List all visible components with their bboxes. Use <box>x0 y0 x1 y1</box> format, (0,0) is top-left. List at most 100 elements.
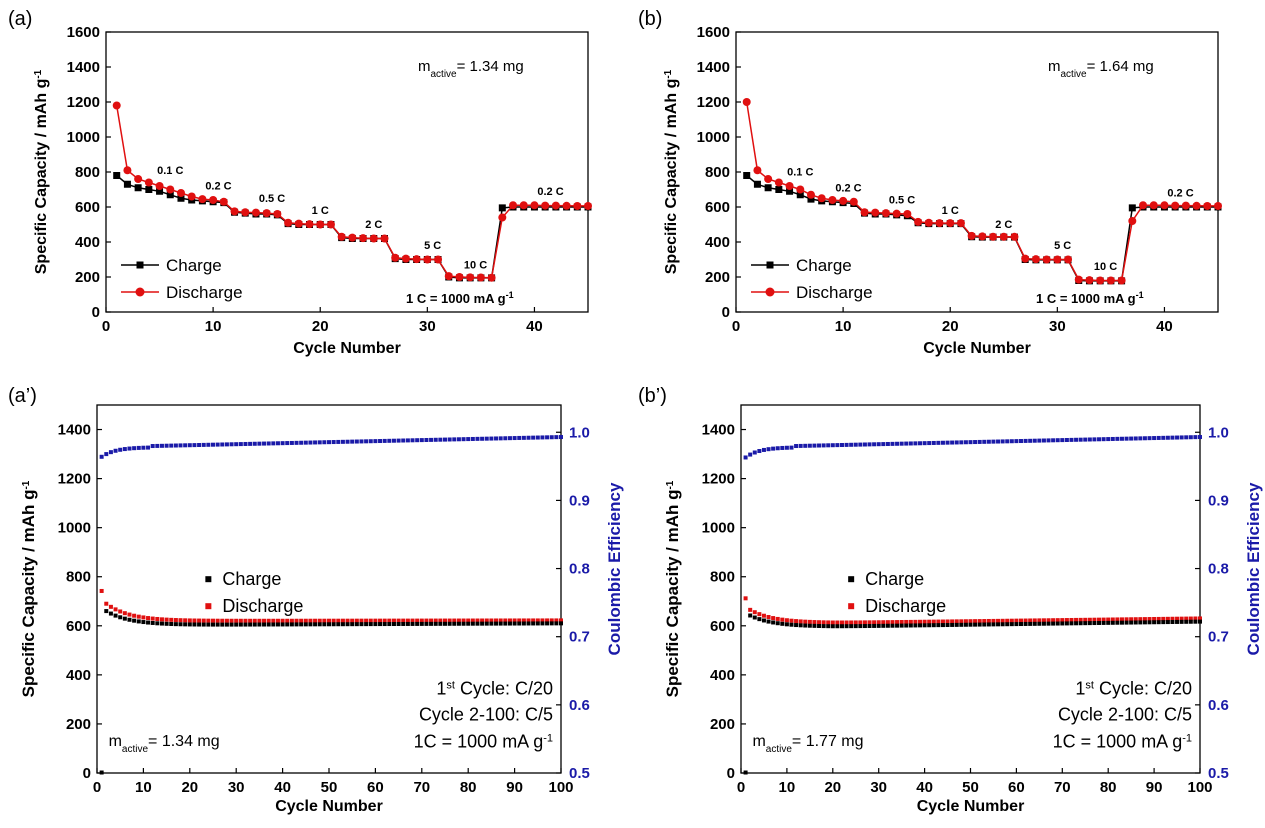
point-discharge <box>317 618 322 623</box>
point-discharge <box>752 610 757 615</box>
point-efficiency <box>1142 436 1147 441</box>
x-tick-label: 30 <box>419 318 436 335</box>
point-discharge <box>996 618 1001 623</box>
point-discharge <box>108 604 113 609</box>
point-charge <box>817 623 822 628</box>
point-charge <box>807 195 815 203</box>
point-discharge <box>127 612 132 617</box>
rate-label: 1 C <box>312 205 329 217</box>
point-efficiency <box>784 445 789 450</box>
point-discharge <box>248 618 253 623</box>
point-discharge <box>238 618 243 623</box>
point-efficiency <box>899 441 904 446</box>
current-annotation: 1 C = 1000 mA g-1 <box>1036 290 1144 306</box>
point-discharge <box>989 232 998 241</box>
point-discharge <box>285 618 290 623</box>
point-charge <box>122 616 127 621</box>
point-discharge <box>931 619 936 624</box>
point-charge <box>913 623 918 628</box>
point-discharge <box>1170 616 1175 621</box>
point-discharge <box>914 217 923 226</box>
point-discharge <box>519 201 528 210</box>
point-charge <box>503 621 508 626</box>
legend-text-discharge: Discharge <box>222 596 303 616</box>
point-efficiency <box>904 441 909 446</box>
point-discharge <box>742 98 751 106</box>
point-charge <box>826 624 831 629</box>
point-discharge <box>1203 201 1212 210</box>
point-charge <box>243 622 248 627</box>
point-discharge <box>434 255 443 264</box>
point-charge <box>982 622 987 627</box>
rate-label: 0.2 C <box>1167 188 1193 200</box>
point-discharge <box>262 209 271 218</box>
point-efficiency <box>224 442 229 447</box>
x-axis-title: Cycle Number <box>917 798 1025 815</box>
point-charge <box>461 621 466 626</box>
point-efficiency <box>748 452 753 457</box>
legend-text-discharge: Discharge <box>796 283 873 302</box>
point-charge <box>145 186 153 193</box>
point-charge <box>257 622 262 627</box>
point-efficiency <box>821 443 826 448</box>
point-charge <box>134 184 142 192</box>
point-discharge <box>359 618 364 623</box>
point-discharge <box>480 618 485 623</box>
point-charge <box>433 621 438 626</box>
point-discharge <box>136 614 141 619</box>
y-tick-label: 400 <box>66 667 91 684</box>
point-discharge <box>336 618 341 623</box>
point-discharge <box>444 272 453 281</box>
point-efficiency <box>248 441 253 446</box>
point-discharge <box>924 218 933 227</box>
point-discharge <box>554 618 559 623</box>
point-efficiency <box>507 436 512 441</box>
y-tick-label: 1000 <box>67 129 100 146</box>
point-efficiency <box>1083 437 1088 442</box>
point-discharge <box>991 618 996 623</box>
point-charge <box>206 622 211 627</box>
point-efficiency <box>415 438 420 443</box>
point-discharge <box>1156 616 1161 621</box>
point-discharge <box>305 220 314 229</box>
point-efficiency <box>853 442 858 447</box>
point-discharge <box>1009 618 1014 623</box>
point-discharge <box>986 618 991 623</box>
point-discharge <box>99 588 104 593</box>
point-efficiency <box>429 437 434 442</box>
x-tick-label: 0 <box>102 318 110 335</box>
x-tick-label: 100 <box>1187 779 1212 796</box>
point-discharge <box>401 618 406 623</box>
point-efficiency <box>1055 438 1060 443</box>
point-discharge <box>313 618 318 623</box>
point-efficiency <box>885 441 890 446</box>
point-charge <box>387 622 392 627</box>
point-efficiency <box>1170 435 1175 440</box>
point-efficiency <box>1000 439 1005 444</box>
x-tick-label: 40 <box>1156 318 1173 335</box>
point-efficiency <box>862 442 867 447</box>
point-charge <box>156 187 164 195</box>
point-efficiency <box>1101 437 1106 442</box>
point-discharge <box>549 618 554 623</box>
point-efficiency <box>150 444 155 449</box>
point-discharge <box>789 618 794 623</box>
point-efficiency <box>945 440 950 445</box>
point-discharge <box>1101 617 1106 622</box>
panel-label-a2: (a’) <box>8 385 37 407</box>
y-tick-label: 200 <box>75 269 100 286</box>
point-discharge <box>895 620 900 625</box>
point-charge <box>844 624 849 629</box>
point-discharge <box>134 175 143 183</box>
point-charge <box>327 622 331 627</box>
point-discharge <box>345 618 350 623</box>
point-charge <box>1110 620 1115 625</box>
point-discharge <box>812 620 817 625</box>
point-efficiency <box>1023 438 1028 443</box>
legend-text-charge: Charge <box>166 256 222 275</box>
point-efficiency <box>308 440 313 445</box>
condition-line-2: Cycle 2-100: C/5 <box>1058 704 1192 724</box>
point-discharge <box>176 189 185 197</box>
legend-text-discharge: Discharge <box>166 283 243 302</box>
point-charge <box>443 621 447 626</box>
